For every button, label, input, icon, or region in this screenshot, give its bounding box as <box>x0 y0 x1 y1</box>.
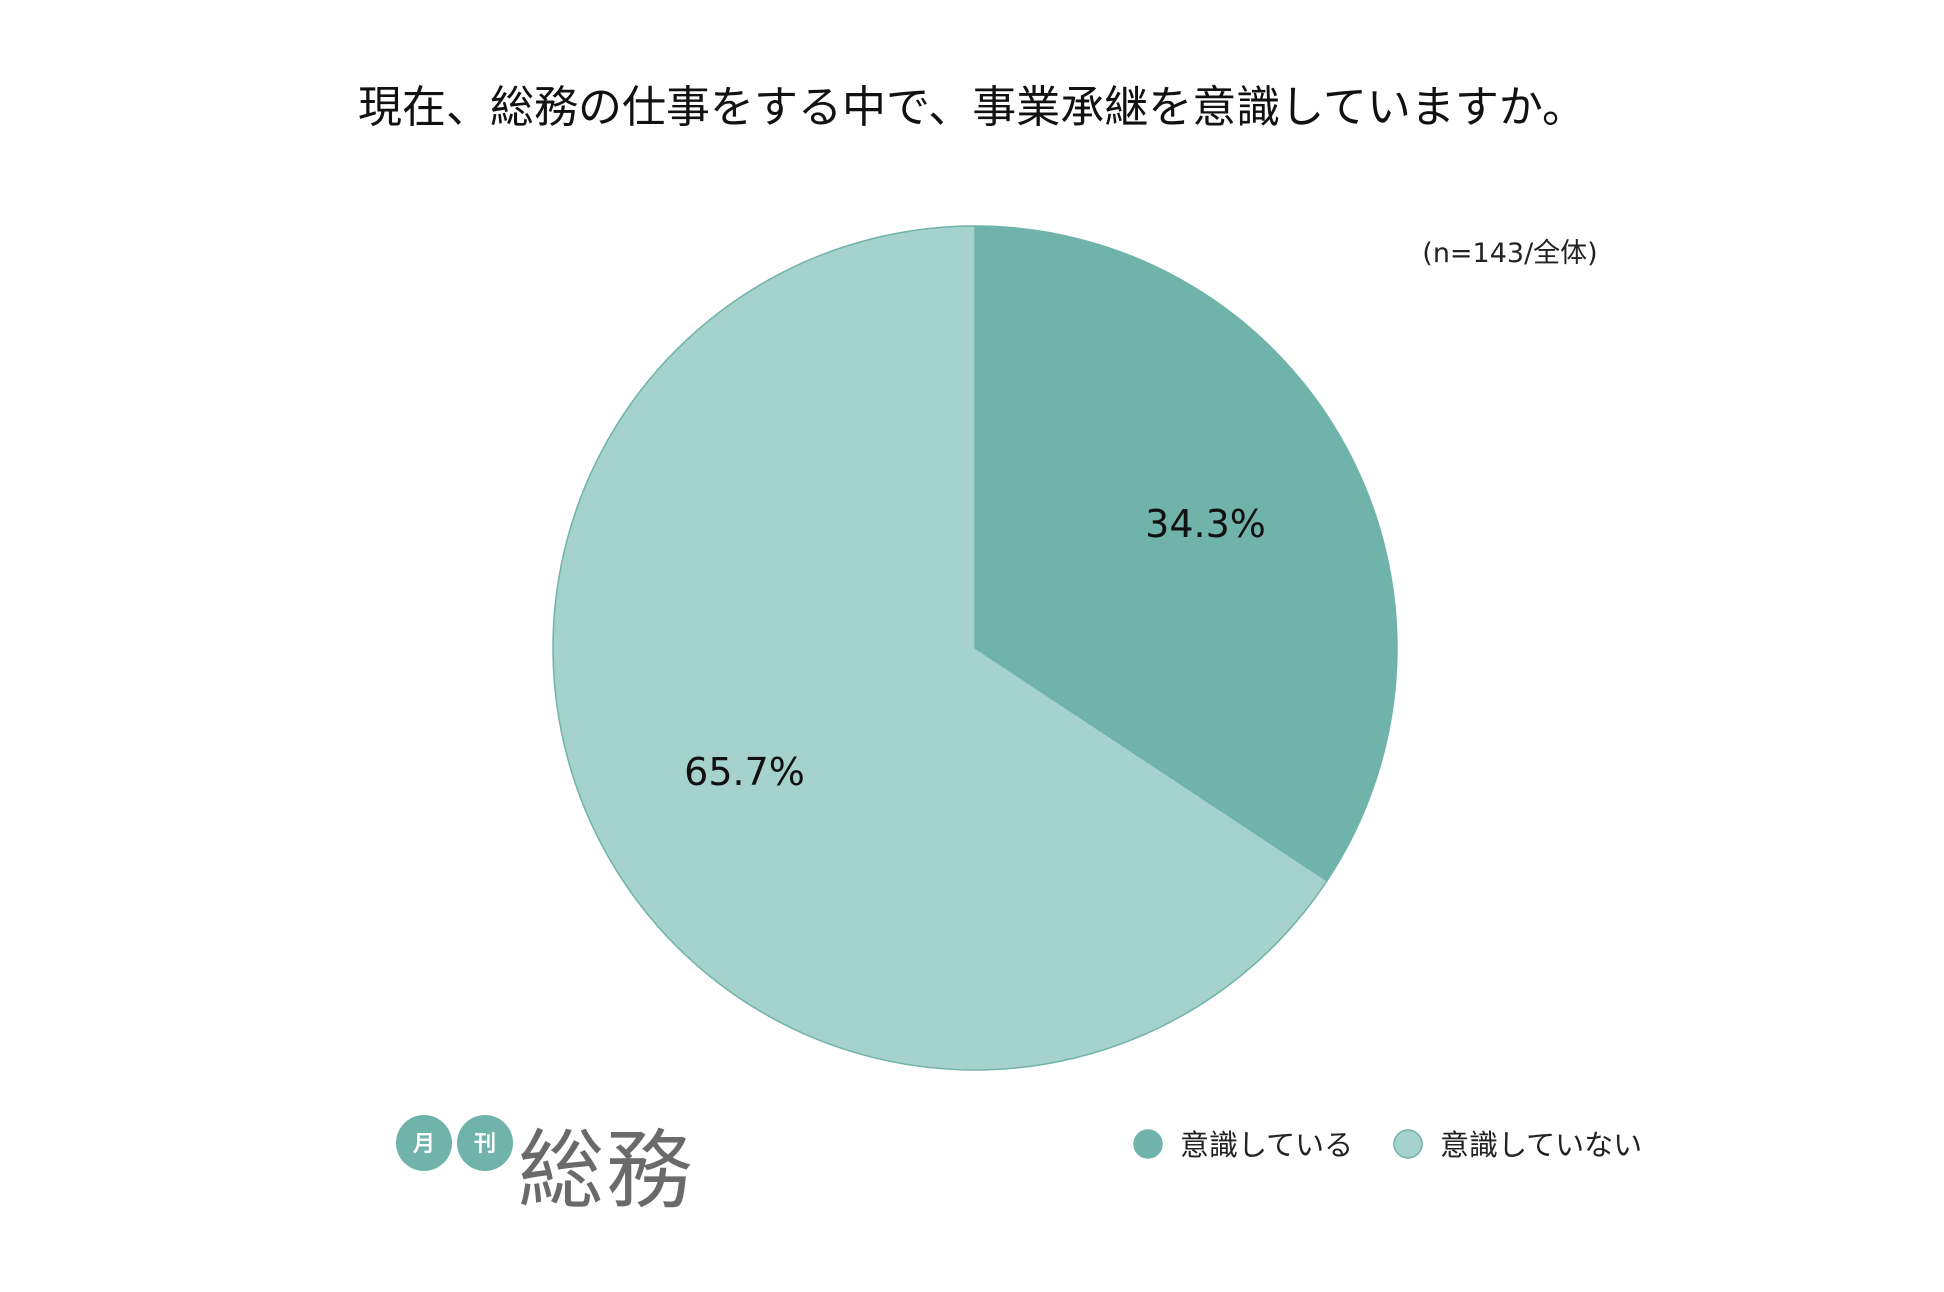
data-label-2: 65.7% <box>684 750 805 794</box>
legend: 意識している 意識していない <box>1133 1128 1642 1162</box>
legend-label-2: 意識していない <box>1440 1128 1642 1162</box>
logo-badge-kan <box>457 1115 513 1171</box>
logo-char-kan: 刊 <box>474 1132 496 1157</box>
pie-slices <box>552 225 1398 1071</box>
sample-size-note: (n=143/全体) <box>1422 238 1597 269</box>
legend-swatch-2 <box>1393 1129 1423 1159</box>
legend-label-1: 意識している <box>1180 1128 1353 1162</box>
monthly-soumu-logo: 月 刊 総務 <box>396 1115 694 1221</box>
logo-main-text: 総務 <box>518 1121 694 1221</box>
data-label-1: 34.3% <box>1145 502 1266 546</box>
logo-badge-tsuki <box>396 1115 452 1171</box>
legend-swatch-1 <box>1133 1129 1163 1159</box>
logo-char-tsuki: 月 <box>412 1132 435 1157</box>
data-labels: 34.3% 65.7% <box>684 502 1266 794</box>
chart-title: 現在、総務の仕事をする中で、事業承継を意識していますか。 <box>358 82 1586 133</box>
pie-slice-2 <box>552 225 1329 1071</box>
